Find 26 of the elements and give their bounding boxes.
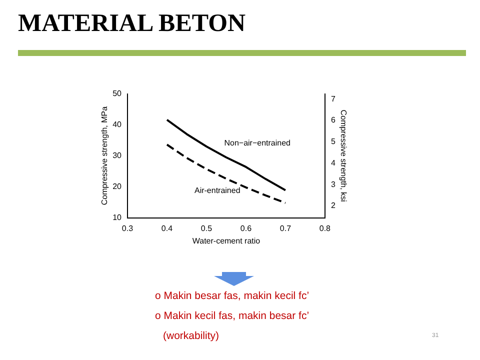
y2-tick-label: 4 — [330, 158, 336, 168]
x-tick-label: 0.5 — [200, 224, 213, 233]
text: (workability) — [163, 330, 220, 342]
series-label: Non−air−entrained — [224, 138, 291, 148]
x-tick-label: 0.7 — [280, 224, 292, 233]
y2-axis-title: Compressive strength, ksi — [338, 110, 348, 202]
y2-tick-label: 6 — [330, 116, 336, 125]
series-label: Air-entrained — [194, 186, 240, 196]
x-tick-label: 0.8 — [319, 224, 332, 233]
text: o Makin besar fas, makin kecil fc’ — [155, 290, 310, 302]
y2-tick-label: 5 — [330, 137, 336, 146]
y2-tick-label: 3 — [330, 180, 336, 189]
y-tick-label: 10 — [112, 213, 122, 222]
y-tick-label: 20 — [112, 182, 122, 192]
chart-title: MATERIAL BETON — [18, 10, 246, 38]
y-tick-label: 30 — [112, 151, 122, 160]
x-tick-label: 0.6 — [240, 224, 252, 233]
x-tick-label: 0.4 — [161, 224, 174, 233]
y2-tick-label: 7 — [330, 94, 336, 104]
y-tick-label: 50 — [112, 89, 122, 98]
y-tick-label: 40 — [112, 120, 122, 130]
x-axis-title: Water-cement ratio — [192, 236, 261, 246]
x-tick-label: 0.3 — [122, 224, 134, 233]
y2-tick-label: 2 — [330, 201, 336, 210]
y-axis-title: Compressive strength, MPa — [100, 106, 110, 206]
text: o Makin kecil fas, makin besar fc’ — [155, 310, 310, 322]
